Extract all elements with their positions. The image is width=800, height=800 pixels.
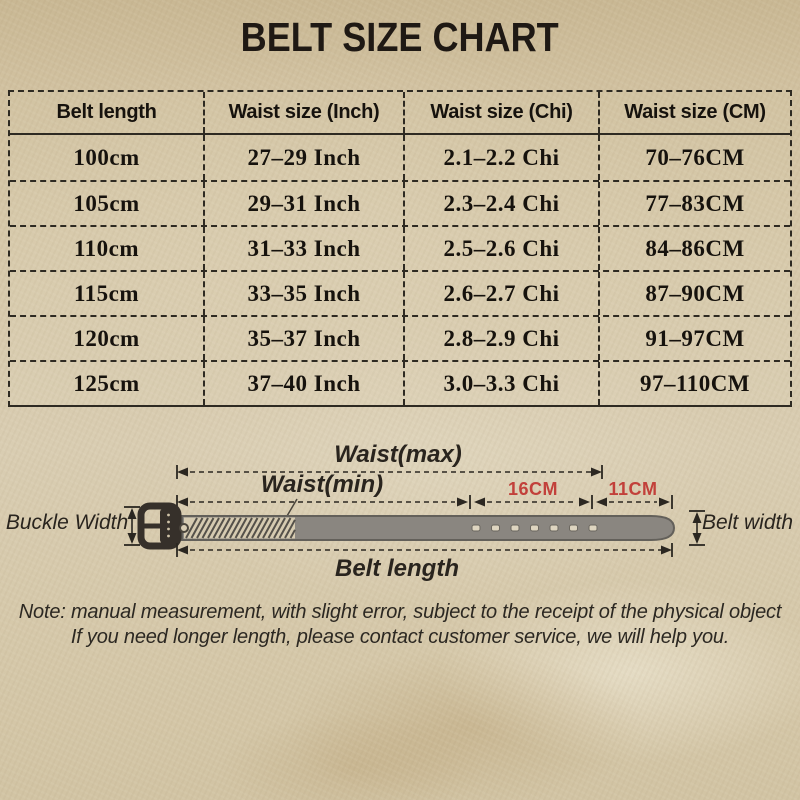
- table-cell: 91–97CM: [645, 325, 745, 351]
- table-row: 105cm 29–31 Inch 2.3–2.4 Chi 77–83CM: [10, 180, 790, 225]
- table-cell: 29–31 Inch: [205, 182, 405, 225]
- table-cell: 37–40 Inch: [205, 362, 405, 405]
- table-cell: 31–33 Inch: [205, 227, 405, 270]
- waist-min-dimension: [176, 495, 471, 509]
- segment-11cm-dimension: [596, 495, 673, 509]
- belt-strap: [181, 515, 676, 541]
- table-row: 110cm 31–33 Inch 2.5–2.6 Chi 84–86CM: [10, 225, 790, 270]
- segment-11cm-label: 11CM: [608, 479, 658, 499]
- table-cell: 115cm: [10, 272, 205, 315]
- belt-length-dimension: [176, 543, 673, 557]
- table-cell: 77–83CM: [645, 190, 745, 216]
- table-cell: 35–37 Inch: [205, 317, 405, 360]
- note-line-2: If you need longer length, please contac…: [70, 626, 730, 648]
- table-cell: 100cm: [10, 135, 205, 180]
- buckle-width-dimension: [124, 506, 140, 546]
- column-header: Waist size (Inch): [205, 92, 405, 133]
- table-cell: 2.1–2.2 Chi: [405, 135, 600, 180]
- rivet-icon: [179, 523, 189, 533]
- column-header: Waist size (CM): [624, 101, 766, 123]
- belt-diagram: [124, 465, 705, 557]
- waist-max-dimension: [176, 465, 603, 479]
- belt-buckle-icon: [137, 502, 189, 550]
- waist-max-label: Waist(max): [334, 441, 462, 468]
- size-table-body: 100cm 27–29 Inch 2.1–2.2 Chi 70–76CM 105cm 29…: [10, 135, 790, 405]
- buckle-width-label: Buckle Width: [5, 511, 129, 534]
- table-row: 120cm 35–37 Inch 2.8–2.9 Chi 91–97CM: [10, 315, 790, 360]
- table-cell: 125cm: [10, 362, 205, 405]
- page-title: BELT SIZE CHART: [240, 14, 560, 60]
- table-row: 125cm 37–40 Inch 3.0–3.3 Chi 97–110CM: [10, 360, 790, 405]
- table-cell: 70–76CM: [645, 144, 745, 170]
- table-cell: 3.0–3.3 Chi: [405, 362, 600, 405]
- segment-16cm-label: 16CM: [507, 479, 558, 499]
- stretch-hatch-pattern: [185, 517, 296, 539]
- belt-holes: [471, 524, 598, 532]
- note-line-1: Note: manual measurement, with slight er…: [18, 601, 782, 623]
- table-cell: 105cm: [10, 182, 205, 225]
- belt-width-dimension: [689, 510, 705, 546]
- table-cell: 87–90CM: [645, 280, 745, 306]
- table-row: 100cm 27–29 Inch 2.1–2.2 Chi 70–76CM: [10, 135, 790, 180]
- column-header: Waist size (Chi): [405, 92, 600, 133]
- table-cell: 2.5–2.6 Chi: [405, 227, 600, 270]
- belt-length-label: Belt length: [335, 555, 459, 582]
- waist-min-label: Waist(min): [260, 471, 384, 498]
- table-row: 115cm 33–35 Inch 2.6–2.7 Chi 87–90CM: [10, 270, 790, 315]
- table-cell: 27–29 Inch: [205, 135, 405, 180]
- table-cell: 2.8–2.9 Chi: [405, 317, 600, 360]
- table-cell: 2.3–2.4 Chi: [405, 182, 600, 225]
- table-cell: 110cm: [10, 227, 205, 270]
- waist-min-pointer: [286, 498, 298, 517]
- column-header: Belt length: [10, 92, 205, 133]
- size-table-header: Belt length Waist size (Inch) Waist size (…: [10, 92, 790, 135]
- table-cell: 97–110CM: [639, 370, 751, 396]
- belt-width-label: Belt width: [702, 511, 794, 534]
- size-table: Belt length Waist size (Inch) Waist size (…: [8, 90, 792, 407]
- table-cell: 120cm: [10, 317, 205, 360]
- segment-16cm-dimension: [474, 495, 593, 509]
- table-cell: 33–35 Inch: [205, 272, 405, 315]
- table-cell: 2.6–2.7 Chi: [405, 272, 600, 315]
- table-cell: 84–86CM: [645, 235, 745, 261]
